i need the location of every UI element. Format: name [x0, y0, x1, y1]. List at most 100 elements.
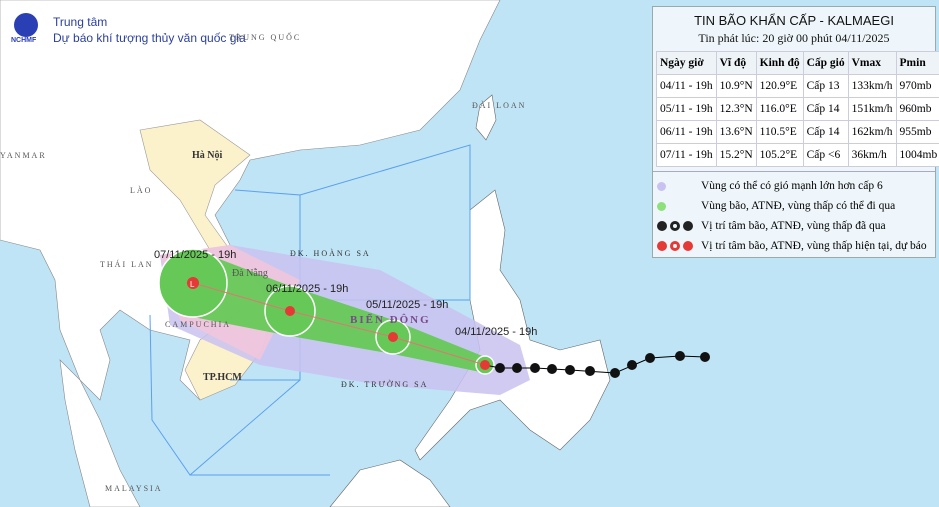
- storm-icon-04: [480, 360, 490, 370]
- legend-label: Vị trí tâm bão, ATNĐ, vùng thấp hiện tại…: [701, 240, 927, 252]
- past-positions: [495, 351, 710, 378]
- table-row: 04/11 - 19h 10.9°N 120.9°E Cấp 13 133km/h 970…: [656, 74, 939, 98]
- svg-text:NCHMF: NCHMF: [11, 37, 37, 44]
- bulletin-issued-time: Tin phát lúc: 20 giờ 00 phút 04/11/2025: [698, 31, 890, 45]
- forecast-table: Ngày giờ Vĩ độ Kinh độ Cấp gió Vmax Pmin 04/1…: [656, 51, 939, 167]
- nchmf-logo: NCHMF: [8, 10, 44, 44]
- legend-item: Vị trí tâm bão, ATNĐ, vùng thấp đã qua: [653, 216, 935, 236]
- cell: 110.5°E: [755, 120, 804, 144]
- past-storm-icon: [627, 360, 637, 370]
- col-header: Kinh độ: [755, 51, 804, 75]
- land-philippines: [414, 189, 611, 461]
- past-storm-icon: [657, 221, 667, 231]
- past-storm-icon: [547, 364, 557, 374]
- label-laos: LÀO: [130, 186, 153, 195]
- past-storm-icon: [585, 366, 595, 376]
- cell: 36km/h: [847, 143, 897, 167]
- cell: Cấp 13: [802, 74, 849, 98]
- org-line2: Dự báo khí tượng thủy văn quốc gia: [53, 31, 246, 45]
- legend-label: Vùng có thể có gió mạnh lớn hơn cấp 6: [701, 180, 883, 192]
- past-depression-icon: [670, 221, 680, 231]
- purple-dot-icon: [657, 181, 666, 191]
- forecast-label-05: 05/11/2025 - 19h: [366, 299, 449, 311]
- cell: 15.2°N: [715, 143, 757, 167]
- storm-icon-05: [388, 332, 398, 342]
- forecast-cone: [193, 249, 485, 373]
- cell: 133km/h: [847, 74, 897, 98]
- green-dot-icon: [657, 201, 666, 211]
- label-hoang-sa: ĐK. HOÀNG SA: [290, 249, 371, 258]
- cell: 13.6°N: [715, 120, 757, 144]
- cell: 04/11 - 19h: [656, 74, 717, 98]
- land-taiwan: [475, 94, 497, 141]
- cell: 1004mb: [895, 143, 939, 167]
- cell: 10.9°N: [715, 74, 757, 98]
- low-icon-07: [187, 277, 199, 289]
- cell: 07/11 - 19h: [656, 143, 717, 167]
- past-storm-icon: [700, 352, 710, 362]
- table-row: 05/11 - 19h 12.3°N 116.0°E Cấp 14 151km/h 960…: [656, 97, 939, 121]
- cell: 970mb: [895, 74, 939, 98]
- land-malay-peninsula: [59, 359, 141, 507]
- cell: 116.0°E: [755, 97, 804, 121]
- past-storm-icon: [610, 368, 620, 378]
- table-row: 07/11 - 19h 15.2°N 105.2°E Cấp <6 36km/h 1004…: [656, 143, 939, 167]
- storm-icon-06: [285, 306, 295, 316]
- legend-item: Vị trí tâm bão, ATNĐ, vùng thấp hiện tại…: [653, 236, 935, 256]
- past-storm-icon: [512, 363, 522, 373]
- col-header: Vmax: [847, 51, 897, 75]
- label-bien-dong: BIỂN ĐÔNG: [350, 314, 431, 326]
- legend: Vùng có thể có gió mạnh lớn hơn cấp 6 Vù…: [653, 171, 935, 256]
- land-borneo: [329, 459, 451, 507]
- table-row: 06/11 - 19h 13.6°N 110.5°E Cấp 14 162km/h 955…: [656, 120, 939, 144]
- past-storm-icon: [645, 353, 655, 363]
- table-header: Ngày giờ Vĩ độ Kinh độ Cấp gió Vmax Pmin: [656, 51, 939, 75]
- boundary-line: [149, 314, 301, 476]
- cell: 105.2°E: [755, 143, 804, 167]
- past-storm-icon: [675, 351, 685, 361]
- cell: 12.3°N: [715, 97, 757, 121]
- col-header: Ngày giờ: [656, 51, 717, 75]
- label-cambodia: CAMPUCHIA: [165, 320, 232, 329]
- city-hanoi: Hà Nội: [192, 150, 223, 161]
- cell: Cấp 14: [802, 97, 849, 121]
- legend-label: Vùng bão, ATNĐ, vùng thấp có thể đi qua: [701, 200, 896, 212]
- cell: 955mb: [895, 120, 939, 144]
- forecast-track-line: [192, 282, 486, 366]
- current-depression-icon: [670, 241, 680, 251]
- label-truong-sa: ĐK. TRƯỜNG SA: [341, 380, 429, 389]
- col-header: Cấp gió: [802, 51, 849, 75]
- past-storm-icon: [565, 365, 575, 375]
- label-china: TRUNG QUỐC: [229, 33, 302, 42]
- cell: 162km/h: [847, 120, 897, 144]
- forecast-label-06: 06/11/2025 - 19h: [266, 283, 349, 295]
- past-storm-icon: [530, 363, 540, 373]
- forecast-label-07: 07/11/2025 - 19h: [154, 249, 237, 261]
- past-low-icon: [683, 221, 693, 231]
- forecast-label-04: 04/11/2025 - 19h: [455, 326, 538, 338]
- label-myanmar: YANMAR: [0, 151, 47, 160]
- city-danang: Đà Nẵng: [232, 268, 268, 279]
- low-icon-letter: L: [190, 280, 195, 289]
- bulletin-panel: TIN BÃO KHẨN CẤP - KALMAEGI Tin phát lúc…: [652, 6, 939, 258]
- org-name: Trung tâm Dự báo khí tượng thủy văn quốc…: [53, 14, 246, 46]
- legend-item: Vùng có thể có gió mạnh lớn hơn cấp 6: [653, 176, 935, 196]
- cell: 120.9°E: [755, 74, 804, 98]
- cell: Cấp 14: [802, 120, 849, 144]
- cell: Cấp <6: [802, 143, 849, 167]
- current-low-icon: [683, 241, 693, 251]
- label-taiwan: ĐÀI LOAN: [472, 101, 527, 110]
- bulletin-title: TIN BÃO KHẨN CẤP - KALMAEGI: [694, 13, 894, 28]
- col-header: Vĩ độ: [715, 51, 757, 75]
- cell: 960mb: [895, 97, 939, 121]
- label-thailand: THÁI LAN: [100, 260, 154, 269]
- col-header: Pmin: [895, 51, 939, 75]
- cell: 151km/h: [847, 97, 897, 121]
- cell: 05/11 - 19h: [656, 97, 717, 121]
- org-line1: Trung tâm: [53, 15, 108, 29]
- city-hcm: TP.HCM: [203, 372, 242, 383]
- legend-label: Vị trí tâm bão, ATNĐ, vùng thấp đã qua: [701, 220, 886, 232]
- current-storm-icon: [657, 241, 667, 251]
- past-storm-icon: [495, 363, 505, 373]
